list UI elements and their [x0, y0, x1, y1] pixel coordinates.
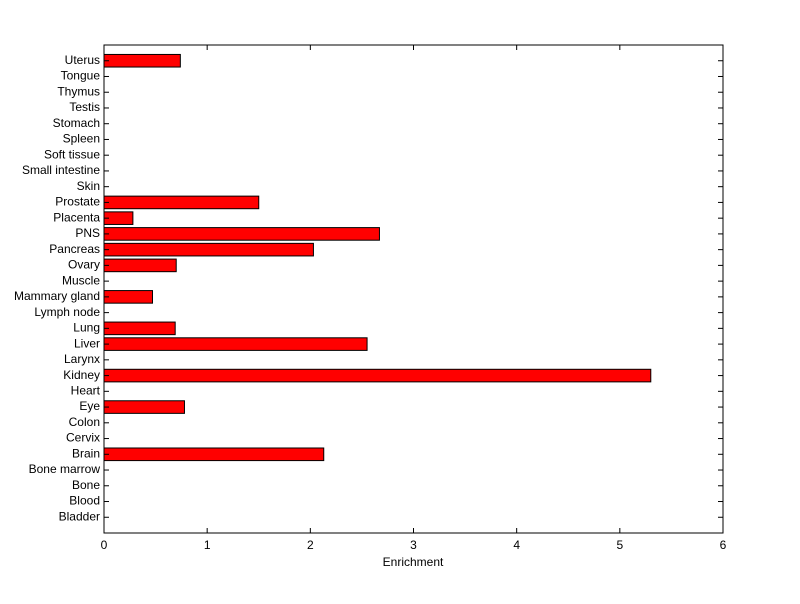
y-tick-label: Pancreas [49, 242, 100, 256]
y-tick-label: Soft tissue [44, 147, 100, 161]
y-tick-label: Small intestine [22, 163, 100, 177]
y-tick-label: Uterus [65, 53, 100, 67]
x-axis-label: Enrichment [383, 555, 444, 569]
plot-frame [103, 44, 724, 534]
x-tick-label: 4 [513, 538, 520, 552]
bar [103, 368, 652, 383]
y-tick-label: Lung [73, 321, 100, 335]
y-tick-label: Placenta [53, 210, 100, 224]
y-tick-label: Thymus [57, 84, 100, 98]
bar [103, 227, 380, 241]
y-tick-label: Bone [72, 478, 100, 492]
bar [103, 53, 181, 68]
y-tick-label: Prostate [55, 195, 100, 209]
y-tick-label: Stomach [53, 116, 100, 130]
y-tick-label: Ovary [68, 258, 100, 272]
x-tick-label: 0 [101, 538, 108, 552]
y-tick-label: Bladder [59, 509, 100, 523]
y-tick-label: Liver [74, 336, 100, 350]
y-tick-label: Heart [71, 383, 101, 397]
y-tick-label: Lymph node [34, 305, 100, 319]
y-tick-label: Blood [69, 494, 100, 508]
bar [103, 337, 368, 351]
y-tick-label: Testis [69, 100, 100, 114]
bar [103, 290, 153, 304]
bar [103, 447, 325, 462]
x-tick-label: 6 [720, 538, 727, 552]
y-tick-label: Muscle [62, 273, 100, 287]
bar [103, 400, 185, 414]
y-tick-label: Kidney [63, 368, 100, 382]
bar [103, 258, 177, 273]
y-tick-label: Eye [79, 399, 100, 413]
x-tick-label: 1 [204, 538, 211, 552]
bar [103, 195, 260, 210]
y-tick-label: Skin [77, 179, 100, 193]
bar [103, 321, 176, 336]
x-tick-label: 2 [307, 538, 314, 552]
bar [103, 242, 314, 257]
y-tick-label: Brain [72, 446, 100, 460]
x-tick-label: 5 [616, 538, 623, 552]
y-tick-label: Bone marrow [29, 462, 101, 476]
y-tick-label: PNS [75, 226, 100, 240]
y-tick-label: Tongue [61, 69, 101, 83]
y-tick-label: Cervix [66, 431, 100, 445]
y-tick-label: Larynx [64, 352, 100, 366]
y-tick-label: Mammary gland [14, 289, 100, 303]
y-tick-label: Spleen [63, 132, 100, 146]
x-tick-label: 3 [410, 538, 417, 552]
y-tick-label: Colon [69, 415, 100, 429]
